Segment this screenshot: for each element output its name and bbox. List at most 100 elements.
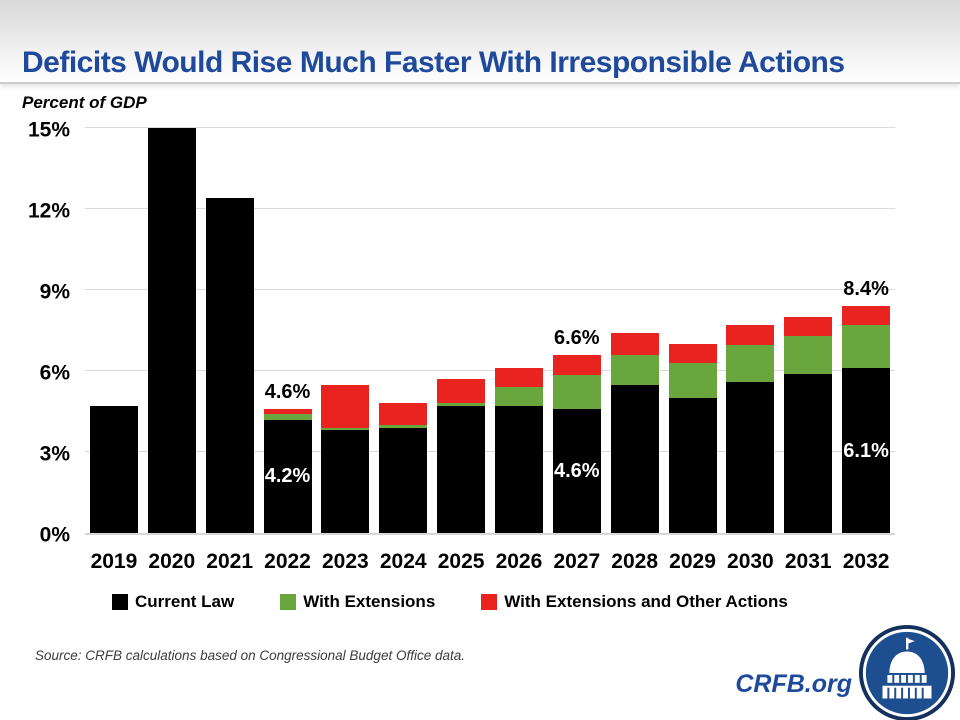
- bar-segment-with-extensions-and-other-actions-2027: [552, 354, 601, 376]
- x-tick-label-2022: 2022: [264, 550, 311, 573]
- crfb-capitol-logo-icon: [858, 624, 956, 720]
- bar-segment-with-extensions-2025: [437, 403, 486, 407]
- bar-segment-with-extensions-2022: [263, 414, 312, 420]
- chart-title: Deficits Would Rise Much Faster With Irr…: [22, 46, 845, 79]
- legend-swatch-icon: [280, 594, 297, 610]
- bar-column-2022: 4.6% 4.2%: [259, 130, 317, 533]
- bar-segment-with-extensions-and-other-actions-2025: [437, 379, 486, 404]
- bar-segment-with-extensions-and-other-actions-2023: [321, 384, 370, 428]
- bar-column-2025: [432, 130, 490, 533]
- data-label-total-2027: 6.6%: [554, 326, 600, 349]
- legend-item-current-law: Current Law: [112, 592, 234, 612]
- legend-label: Current Law: [135, 592, 235, 611]
- x-tick-label-2029: 2029: [669, 550, 716, 573]
- legend-item-with-extensions-and-other-actions: With Extensions and Other Actions: [481, 592, 788, 612]
- x-tick-label-2026: 2026: [495, 550, 543, 573]
- legend-swatch-icon: [112, 594, 128, 610]
- data-label-current-law-2032: 6.1%: [843, 439, 889, 462]
- gridline: [85, 126, 895, 128]
- bar-stack: [89, 406, 138, 533]
- x-tick-label-2024: 2024: [379, 550, 427, 573]
- bar-stack: [784, 317, 833, 533]
- bar-stack: [263, 408, 312, 533]
- bar-segment-with-extensions-and-other-actions-2026: [494, 368, 543, 388]
- bar-column-2021: [201, 130, 259, 533]
- bar-column-2020: [143, 128, 201, 533]
- bar-column-2019: [85, 130, 143, 533]
- bar-stack: [552, 354, 601, 533]
- x-tick-label-2028: 2028: [611, 550, 659, 573]
- bar-stack: [437, 379, 486, 533]
- bar-segment-with-extensions-2026: [494, 387, 543, 407]
- bar-column-2026: [490, 130, 548, 533]
- bar-segment-current-law-2028: [610, 384, 659, 533]
- bar-stack: [147, 128, 196, 533]
- y-tick-label: 6%: [39, 361, 70, 385]
- bar-segment-with-extensions-2028: [610, 354, 659, 385]
- bar-column-2027: 6.6% 4.6%: [548, 130, 606, 533]
- legend-item-with-extensions: With Extensions: [280, 592, 435, 612]
- bar-segment-current-law-2023: [321, 430, 370, 533]
- bar-column-2031: [779, 130, 837, 533]
- bar-segment-with-extensions-2031: [784, 335, 833, 374]
- bar-segment-with-extensions-2027: [552, 375, 601, 409]
- bar-segment-current-law-2022: [263, 419, 312, 533]
- x-tick-label-2020: 2020: [148, 550, 196, 573]
- legend-swatch-icon: [481, 594, 498, 610]
- data-label-total-2022: 4.6%: [264, 380, 311, 403]
- gridline: [85, 288, 895, 290]
- data-label-current-law-2022: 4.2%: [264, 465, 311, 488]
- bar-stack: [610, 333, 659, 533]
- bar-stack: [494, 368, 543, 533]
- bar-segment-with-extensions-and-other-actions-2029: [668, 344, 717, 363]
- bar-segment-with-extensions-2024: [379, 425, 428, 428]
- x-tick-label-2025: 2025: [437, 550, 485, 573]
- y-axis: 15% 12% 9% 6% 3% 0%: [0, 120, 76, 546]
- bars-container: 4.6% 4.2% 6.6% 4.6% 8.4% 6.1%: [85, 128, 895, 533]
- bar-segment-current-law-2019: [89, 406, 138, 533]
- y-tick-label: 0%: [39, 523, 70, 547]
- bar-segment-current-law-2030: [726, 381, 775, 533]
- bar-segment-with-extensions-2029: [668, 362, 717, 398]
- bar-segment-current-law-2024: [379, 427, 428, 533]
- bar-segment-current-law-2025: [437, 406, 486, 533]
- x-tick-label-2032: 2032: [842, 550, 890, 573]
- bar-segment-with-extensions-and-other-actions-2030: [726, 325, 775, 346]
- x-tick-label-2023: 2023: [322, 550, 369, 573]
- x-tick-label-2021: 2021: [206, 550, 253, 573]
- bar-segment-with-extensions-2023: [321, 427, 370, 431]
- bar-segment-with-extensions-2032: [842, 325, 891, 369]
- bar-segment-current-law-2029: [668, 398, 717, 533]
- bar-column-2029: [664, 130, 722, 533]
- gridline: [85, 450, 895, 452]
- source-note: Source: CRFB calculations based on Congr…: [35, 648, 465, 663]
- y-tick-label: 12%: [27, 199, 70, 223]
- x-tick-label-2031: 2031: [784, 550, 832, 573]
- bar-segment-current-law-2032: [842, 368, 891, 533]
- bar-segment-with-extensions-and-other-actions-2024: [379, 403, 428, 426]
- gridline: [85, 207, 895, 209]
- bar-segment-with-extensions-2030: [726, 345, 775, 382]
- bar-stack: [726, 325, 775, 533]
- bar-segment-with-extensions-and-other-actions-2032: [842, 306, 891, 326]
- legend-label: With Extensions: [303, 592, 436, 611]
- bar-column-2028: [606, 130, 664, 533]
- crfb-org-link[interactable]: CRFB.org: [735, 670, 852, 698]
- bar-segment-current-law-2026: [494, 406, 543, 533]
- bar-stack: [205, 198, 254, 533]
- bar-stack: [668, 344, 717, 533]
- x-tick-label-2019: 2019: [90, 550, 138, 573]
- data-label-current-law-2027: 4.6%: [554, 459, 600, 482]
- bar-segment-with-extensions-and-other-actions-2028: [610, 333, 659, 355]
- bar-segment-current-law-2027: [552, 408, 601, 533]
- x-axis: 2019 2020 2021 2022 2023 2024 2025 2026 2027 2028…: [85, 550, 895, 574]
- bar-segment-current-law-2021: [205, 198, 254, 533]
- data-label-total-2032: 8.4%: [843, 278, 889, 301]
- legend-label: With Extensions and Other Actions: [504, 592, 788, 611]
- bar-stack: [321, 384, 370, 533]
- bar-column-2032: 8.4% 6.1%: [837, 130, 895, 533]
- gridline: [85, 369, 895, 371]
- y-axis-units-label: Percent of GDP: [22, 93, 147, 112]
- bar-stack: [842, 306, 891, 533]
